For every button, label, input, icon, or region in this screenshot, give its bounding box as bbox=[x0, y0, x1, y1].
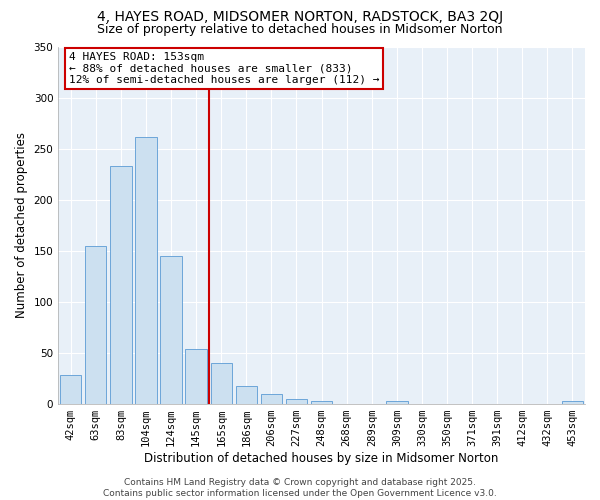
Bar bbox=[110, 166, 131, 404]
Bar bbox=[286, 399, 307, 404]
X-axis label: Distribution of detached houses by size in Midsomer Norton: Distribution of detached houses by size … bbox=[145, 452, 499, 465]
Bar bbox=[160, 256, 182, 404]
Bar bbox=[562, 401, 583, 404]
Bar bbox=[236, 386, 257, 404]
Bar bbox=[136, 138, 157, 404]
Bar bbox=[211, 363, 232, 404]
Text: Contains HM Land Registry data © Crown copyright and database right 2025.
Contai: Contains HM Land Registry data © Crown c… bbox=[103, 478, 497, 498]
Bar bbox=[261, 394, 282, 404]
Bar bbox=[60, 376, 82, 404]
Bar bbox=[311, 401, 332, 404]
Bar bbox=[185, 349, 207, 404]
Text: Size of property relative to detached houses in Midsomer Norton: Size of property relative to detached ho… bbox=[97, 22, 503, 36]
Text: 4, HAYES ROAD, MIDSOMER NORTON, RADSTOCK, BA3 2QJ: 4, HAYES ROAD, MIDSOMER NORTON, RADSTOCK… bbox=[97, 10, 503, 24]
Y-axis label: Number of detached properties: Number of detached properties bbox=[15, 132, 28, 318]
Text: 4 HAYES ROAD: 153sqm
← 88% of detached houses are smaller (833)
12% of semi-deta: 4 HAYES ROAD: 153sqm ← 88% of detached h… bbox=[69, 52, 379, 85]
Bar bbox=[386, 401, 407, 404]
Bar bbox=[85, 246, 106, 404]
